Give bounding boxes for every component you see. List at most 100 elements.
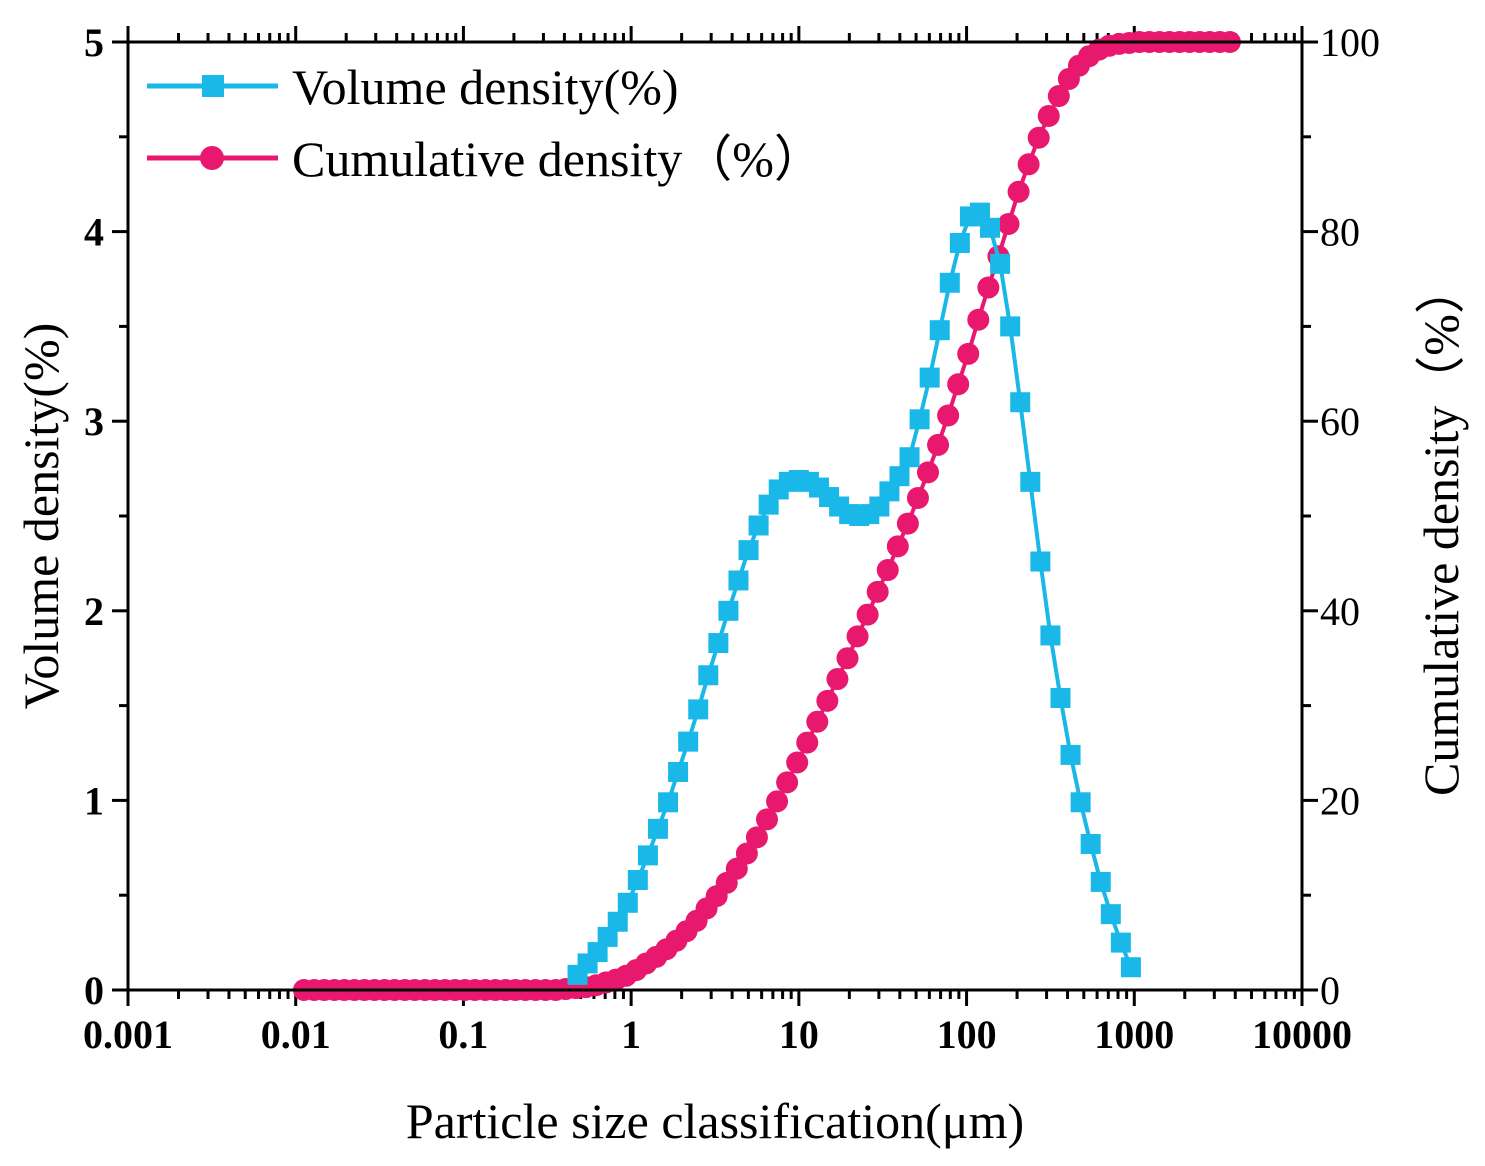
volume-density-point — [647, 818, 668, 839]
volume-density-point — [879, 481, 900, 502]
volume-density-point — [1040, 625, 1061, 646]
y2-tick-label: 100 — [1320, 20, 1380, 65]
cumulative-density-point — [796, 731, 819, 754]
cumulative-density-point — [755, 808, 778, 831]
legend-item-volume: Volume density(%) — [147, 59, 679, 115]
volume-density-point — [1060, 744, 1081, 765]
volume-density-point — [1080, 834, 1101, 855]
volume-density-point — [678, 731, 699, 752]
x-tick-label: 100 — [937, 1012, 997, 1057]
legend: Volume density(%) Cumulative density（%） — [147, 59, 824, 187]
volume-density-point — [889, 466, 910, 487]
volume-density-point — [607, 911, 628, 932]
cumulative-density-point — [766, 790, 789, 813]
x-axis-label: Particle size classification(μm) — [406, 1093, 1024, 1149]
x-tick-label: 10 — [779, 1012, 819, 1057]
cumulative-density-point — [816, 689, 839, 712]
y2-tick-label: 60 — [1320, 399, 1360, 444]
volume-density-point — [980, 217, 1001, 238]
volume-density-line — [576, 210, 1133, 977]
y-tick-label: 5 — [84, 20, 104, 65]
cumulative-density-point — [826, 668, 849, 691]
volume-density-point — [939, 272, 960, 293]
volume-density-point — [1070, 792, 1091, 813]
cumulative-density-point — [916, 461, 939, 484]
volume-density-point — [919, 367, 940, 388]
y-tick-label: 1 — [84, 778, 104, 823]
cumulative-density-point — [1027, 126, 1050, 149]
x-tick-label: 10000 — [1252, 1012, 1352, 1057]
cumulative-density-point — [876, 559, 899, 582]
cumulative-density-point — [856, 603, 879, 626]
cumulative-density-point — [1037, 104, 1060, 127]
cumulative-density-point — [836, 647, 859, 670]
cumulative-density-point — [997, 213, 1020, 236]
y-tick-label: 4 — [84, 210, 104, 255]
y2-tick-label: 80 — [1320, 210, 1360, 255]
volume-density-point — [1010, 392, 1031, 413]
volume-density-point — [1100, 904, 1121, 925]
cumulative-density-point — [806, 710, 829, 733]
volume-density-point — [698, 665, 719, 686]
y-axis-label: Volume density(%) — [13, 323, 69, 710]
cumulative-density-point — [906, 486, 929, 509]
y2-tick-label: 0 — [1320, 968, 1340, 1013]
cumulative-density-point — [776, 771, 799, 794]
legend-marker-volume — [202, 75, 224, 97]
cumulative-density-point — [937, 404, 960, 427]
tick-labels: 0.001 0.01 0.1 1 10 100 1000 100000123450204060… — [83, 20, 1380, 1057]
cumulative-density-point — [967, 308, 990, 331]
x-tick-label: 0.01 — [261, 1012, 331, 1057]
cumulative-density-point — [846, 625, 869, 648]
legend-label-cumulative: Cumulative density（%） — [292, 131, 824, 187]
cumulative-density-point — [1047, 85, 1070, 108]
legend-item-cumulative: Cumulative density（%） — [147, 131, 824, 187]
volume-density-point — [1050, 688, 1071, 709]
volume-density-point — [658, 792, 679, 813]
legend-marker-cumulative — [200, 146, 224, 170]
cumulative-density-point — [947, 373, 970, 396]
volume-density-point — [637, 845, 658, 866]
volume-density-point — [758, 494, 779, 515]
y2-tick-label: 40 — [1320, 589, 1360, 634]
volume-density-point — [597, 926, 618, 947]
y-tick-label: 0 — [84, 968, 104, 1013]
volume-density-point — [990, 253, 1011, 274]
cumulative-density-point — [1017, 153, 1040, 176]
cumulative-density-point — [1007, 180, 1030, 203]
volume-density-point — [627, 870, 648, 891]
cumulative-density-point — [786, 751, 809, 774]
volume-density-point — [1110, 932, 1131, 953]
volume-density-point — [1030, 551, 1051, 572]
x-tick-label: 1000 — [1094, 1012, 1174, 1057]
x-tick-label: 0.001 — [83, 1012, 173, 1057]
volume-density-point — [1000, 316, 1021, 337]
y2-tick-label: 20 — [1320, 778, 1360, 823]
volume-density-point — [899, 447, 920, 468]
volume-density-point — [718, 600, 739, 621]
volume-density-point — [708, 633, 729, 654]
volume-density-point — [587, 942, 608, 963]
volume-density-point — [748, 515, 769, 536]
cumulative-density-point — [886, 535, 909, 558]
y2-axis-label: Cumulative density（%） — [1413, 264, 1469, 796]
volume-density-point — [1120, 957, 1141, 978]
legend-label-volume: Volume density(%) — [292, 59, 679, 115]
volume-density-point — [1020, 471, 1041, 492]
volume-density-point — [728, 570, 749, 591]
volume-density-point — [969, 202, 990, 223]
volume-density-point — [869, 496, 890, 517]
volume-density-point — [1090, 871, 1111, 892]
y-tick-label: 2 — [84, 589, 104, 634]
cumulative-density-point — [957, 342, 980, 365]
cumulative-density-point — [927, 433, 950, 456]
cumulative-density-point — [896, 512, 919, 535]
y-tick-label: 3 — [84, 399, 104, 444]
plot-frame — [126, 40, 1304, 992]
cumulative-density-point — [745, 826, 768, 849]
volume-density-point — [909, 409, 930, 430]
cumulative-density-point — [735, 842, 758, 865]
x-tick-label: 0.1 — [438, 1012, 488, 1057]
volume-density-point — [929, 320, 950, 341]
cumulative-density-point — [866, 580, 889, 603]
